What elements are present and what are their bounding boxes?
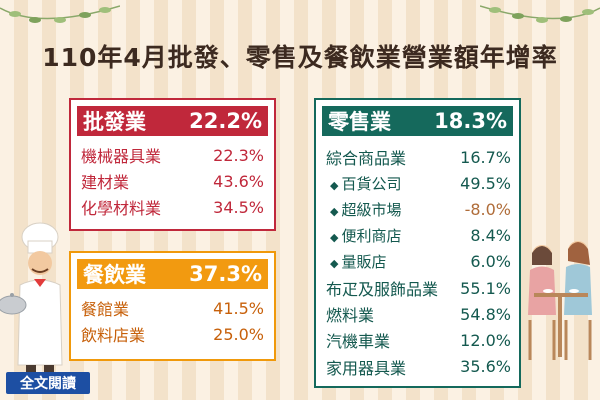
item-value: 34.5% <box>213 197 264 217</box>
retail-name: 零售業 <box>328 110 391 134</box>
item-label: 汽機車業 <box>326 332 391 352</box>
list-item: 汽機車業 12.0% <box>326 327 511 353</box>
item-label: 化學材料業 <box>81 199 162 218</box>
retail-value: 18.3% <box>434 109 507 133</box>
food-name: 餐飲業 <box>83 263 146 287</box>
list-item: ◆ 便利商店 8.4% <box>326 223 511 249</box>
item-value: 41.5% <box>213 298 264 318</box>
item-label: 建材業 <box>81 173 130 192</box>
list-item: 家用器具業 35.6% <box>326 354 511 380</box>
cafe-women-illustration <box>528 241 592 360</box>
item-value: 8.4% <box>470 226 511 246</box>
leaf-garland-right <box>480 5 600 23</box>
item-value: 43.6% <box>213 171 264 191</box>
item-value: -8.0% <box>464 199 511 219</box>
item-value: 35.6% <box>460 357 511 377</box>
item-label: 飲料店業 <box>81 326 146 345</box>
leaf-garland-left <box>0 5 120 23</box>
item-label: 超級市場 <box>341 200 402 219</box>
item-label: 布疋及服飾品業 <box>326 280 439 300</box>
read-full-article-button[interactable]: 全文閱讀 <box>6 372 90 394</box>
list-item: 綜合商品業 16.7% <box>326 144 511 170</box>
item-value: 16.7% <box>460 147 511 167</box>
item-label: 家用器具業 <box>326 358 407 378</box>
wholesale-value: 22.2% <box>189 109 262 133</box>
item-label: 便利商店 <box>341 227 402 246</box>
item-label: 燃料業 <box>326 306 375 326</box>
item-label: 機械器具業 <box>81 147 162 166</box>
wholesale-header: 批發業 22.2% <box>77 106 268 136</box>
item-label: 綜合商品業 <box>326 149 407 169</box>
diamond-bullet-icon: ◆ <box>330 204 339 218</box>
item-value: 25.0% <box>213 324 264 344</box>
diamond-bullet-icon: ◆ <box>330 178 339 192</box>
chef-illustration <box>0 222 63 373</box>
item-value: 55.1% <box>460 278 511 298</box>
item-label: 量販店 <box>341 253 387 272</box>
list-item: ◆ 百貨公司 49.5% <box>326 170 511 196</box>
page-title: 110年4月批發、零售及餐飲業營業額年增率 <box>42 43 558 72</box>
list-item: 化學材料業 34.5% <box>81 194 264 220</box>
food-header: 餐飲業 37.3% <box>77 259 268 289</box>
wholesale-card: 批發業 22.2% 機械器具業 22.3% 建材業 43.6% 化學材料業 34… <box>69 98 276 231</box>
list-item: 燃料業 54.8% <box>326 301 511 327</box>
item-value: 22.3% <box>213 145 264 165</box>
food-card: 餐飲業 37.3% 餐館業 41.5% 飲料店業 25.0% <box>69 251 276 361</box>
retail-header: 零售業 18.3% <box>322 106 513 136</box>
food-value: 37.3% <box>189 262 262 286</box>
list-item: 餐館業 41.5% <box>81 295 264 321</box>
list-item: 機械器具業 22.3% <box>81 142 264 168</box>
item-value: 6.0% <box>470 252 511 272</box>
list-item: 建材業 43.6% <box>81 168 264 194</box>
list-item: ◆ 超級市場 -8.0% <box>326 196 511 222</box>
diamond-bullet-icon: ◆ <box>330 257 339 271</box>
item-value: 54.8% <box>460 304 511 324</box>
list-item: 飲料店業 25.0% <box>81 321 264 347</box>
wholesale-name: 批發業 <box>83 110 146 134</box>
list-item: ◆ 量販店 6.0% <box>326 249 511 275</box>
diamond-bullet-icon: ◆ <box>330 231 339 245</box>
item-label: 餐館業 <box>81 300 130 319</box>
item-value: 12.0% <box>460 330 511 350</box>
item-label: 百貨公司 <box>341 174 402 193</box>
list-item: 布疋及服飾品業 55.1% <box>326 275 511 301</box>
item-value: 49.5% <box>460 173 511 193</box>
retail-card: 零售業 18.3% 綜合商品業 16.7% ◆ 百貨公司 49.5% ◆ 超級市場 … <box>314 98 521 388</box>
